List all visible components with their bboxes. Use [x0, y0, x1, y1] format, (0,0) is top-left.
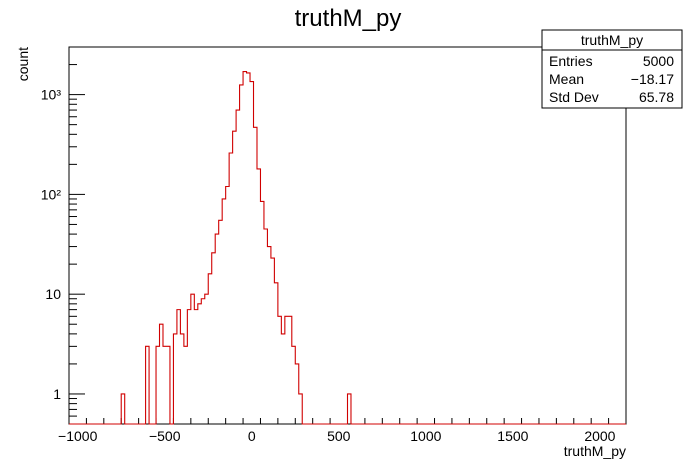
x-axis-label: truthM_py — [564, 443, 626, 459]
stats-mean-label: Mean — [549, 71, 584, 87]
stats-mean-value: −18.17 — [631, 71, 674, 87]
x-tick-label: −500 — [149, 428, 181, 444]
stats-entries-label: Entries — [549, 53, 593, 69]
stats-box-frame — [541, 29, 683, 109]
y-axis-label: count — [15, 47, 31, 81]
y-tick-label: 10² — [41, 186, 62, 202]
y-axis: 1 10 10² 10³ — [41, 46, 85, 425]
y-tick-label: 1 — [53, 386, 61, 402]
stats-box-title: truthM_py — [581, 32, 643, 48]
x-tick-label: −1000 — [58, 428, 98, 444]
x-tick-label: 1500 — [497, 428, 528, 444]
y-tick-label: 10 — [45, 286, 61, 302]
stats-stddev-value: 65.78 — [639, 89, 674, 105]
stats-box: truthM_py Entries 5000 Mean −18.17 Std D… — [541, 29, 683, 109]
x-tick-label: 500 — [327, 428, 351, 444]
x-axis: −1000 −500 0 500 1000 1500 2000 — [58, 418, 627, 444]
histogram-outline — [69, 71, 626, 425]
x-tick-label: 0 — [248, 428, 256, 444]
y-tick-label: 10³ — [41, 87, 62, 103]
stats-entries-value: 5000 — [643, 53, 674, 69]
x-tick-label: 2000 — [584, 428, 615, 444]
chart-title: truthM_py — [295, 5, 402, 32]
stats-stddev-label: Std Dev — [549, 89, 599, 105]
x-tick-label: 1000 — [410, 428, 441, 444]
